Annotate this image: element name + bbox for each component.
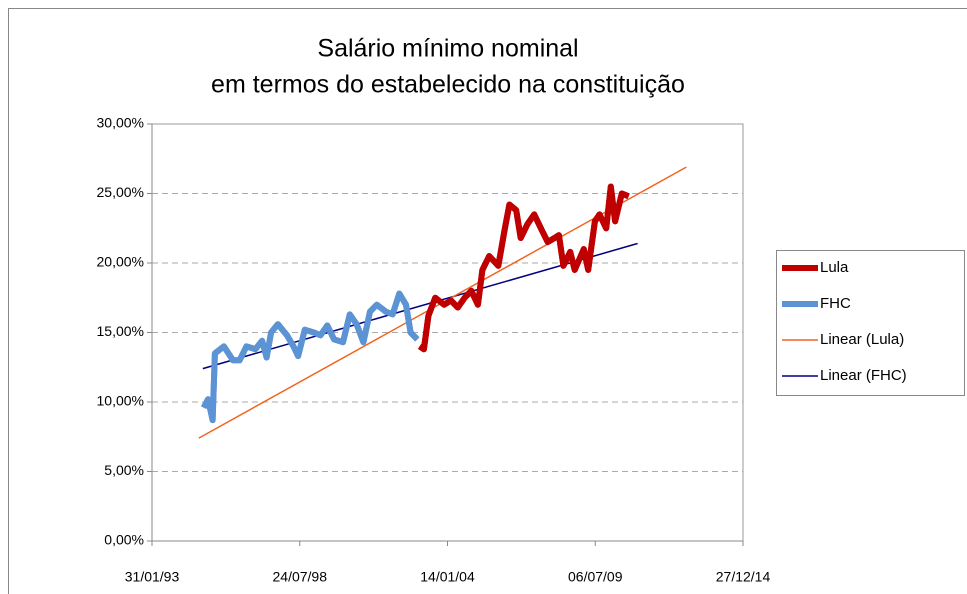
x-tick-label: 27/12/14: [716, 569, 771, 585]
x-tick-label: 31/01/93: [125, 569, 180, 585]
x-tick-label: 14/01/04: [420, 569, 475, 585]
series-line: [417, 183, 630, 353]
y-tick-label: 10,00%: [97, 393, 144, 409]
chart-title: Salário mínimo nominal: [317, 35, 578, 63]
x-tick-label: 06/07/09: [568, 569, 623, 585]
legend-box: [776, 250, 965, 396]
y-tick-label: 15,00%: [97, 323, 144, 339]
x-tick-label: 24/07/98: [273, 569, 328, 585]
y-tick-label: 0,00%: [104, 532, 144, 548]
series-line: [201, 290, 420, 424]
chart-title: em termos do estabelecido na constituiçã…: [211, 71, 685, 99]
legend-label: FHC: [820, 295, 851, 312]
y-tick-label: 25,00%: [97, 184, 144, 200]
y-tick-label: 30,00%: [97, 115, 144, 131]
legend-label: Lula: [820, 259, 849, 276]
y-tick-label: 20,00%: [97, 254, 144, 270]
legend-label: Linear (Lula): [820, 331, 904, 348]
legend-label: Linear (FHC): [820, 367, 907, 384]
y-tick-label: 5,00%: [104, 462, 144, 478]
